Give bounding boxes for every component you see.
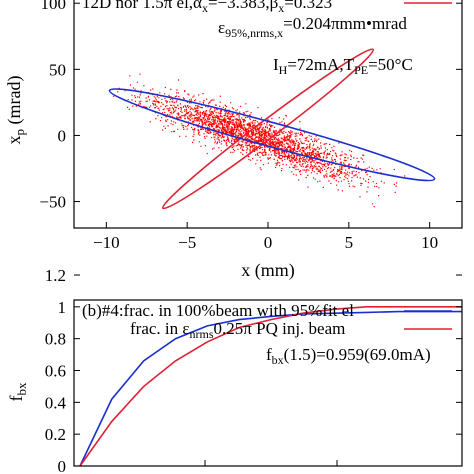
top-x-tick-label: 10 [421, 233, 438, 252]
top-y-ticks: −50 0 50 100 [39, 0, 462, 212]
top-y-tick-label: 50 [49, 60, 66, 79]
top-x-ticks: −10 −5 0 5 10 [93, 222, 438, 252]
legend-current-label: IH=72mA,TPE=50°C [273, 55, 413, 77]
fbx-annotation: fbx(1.5)=0.959(69.0mA) [266, 345, 431, 367]
bottom-x-ticks [73, 460, 463, 466]
bottom-y-ticks: 0 0.2 0.4 0.6 0.8 1 1.2 [45, 266, 462, 474]
legend-ellipse-label: 12D nor 1.5π el,αx=−3.383,βx=0.323 [82, 0, 332, 15]
bottom-y-tick-label: 0 [58, 457, 67, 474]
ellipse-layer [108, 48, 436, 210]
bottom-y-tick-label: 0.8 [45, 330, 66, 349]
top-y-tick-label: −50 [39, 193, 66, 212]
legend-emittance-label: ε95%,nrms,x=0.204πmm•mrad [218, 14, 407, 40]
bottom-plot-frame [73, 299, 463, 467]
bottom-y-tick-label: 1.2 [45, 266, 66, 285]
bottom-y-tick-label: 0.6 [45, 362, 66, 381]
top-x-axis-label: x (mm) [241, 260, 295, 281]
beam-particles [113, 73, 406, 208]
top-y-tick-label: 0 [58, 126, 67, 145]
panel-b-label: (b)#4:frac. in 100%beam with 95%fit el [82, 301, 354, 320]
top-x-tick-label: −10 [93, 233, 120, 252]
blue-fit-ellipse [108, 88, 436, 182]
red-fraction-curve [79, 305, 462, 467]
fraction-curves [79, 305, 462, 467]
legend-frac-inj-label: frac. in εnrms0.25π PQ inj. beam [130, 319, 345, 341]
bottom-y-tick-label: 1 [58, 298, 67, 317]
bottom-panel: 0 0.2 0.4 0.6 0.8 1 1.2 (b)#4:frac. in 100%bea… [6, 266, 463, 474]
top-y-tick-label: 100 [41, 0, 67, 13]
bottom-y-tick-label: 0.2 [45, 425, 66, 444]
bottom-y-axis-label: fbx [6, 382, 29, 402]
blue-fraction-curve [79, 310, 462, 467]
top-y-axis-label: xp (mrad) [4, 76, 27, 145]
top-x-tick-label: −5 [178, 233, 196, 252]
beam-cloud [113, 73, 406, 208]
top-x-tick-label: 0 [264, 233, 273, 252]
bottom-y-tick-label: 0.4 [45, 393, 67, 412]
top-x-tick-label: 5 [345, 233, 354, 252]
red-fit-ellipse [161, 48, 375, 210]
